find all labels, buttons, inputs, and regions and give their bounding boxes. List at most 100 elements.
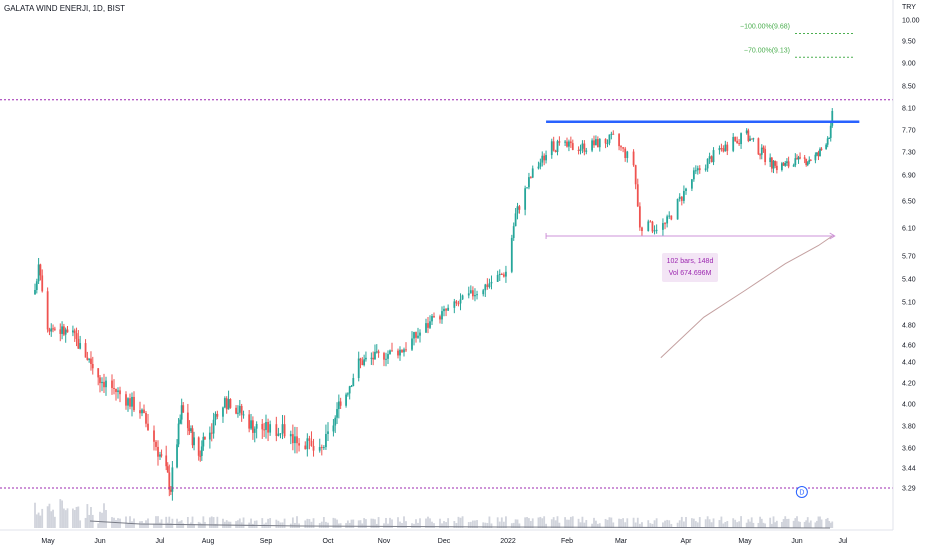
candle-body <box>193 437 195 446</box>
volume-bar <box>676 522 679 528</box>
candle-body <box>441 311 443 320</box>
volume-bar <box>622 518 624 528</box>
candle-body <box>348 386 351 394</box>
fib-level-label: −100.00%(9.68) <box>740 23 790 30</box>
candle-body <box>431 316 433 322</box>
candle-body <box>759 154 761 156</box>
candle-body <box>618 134 620 147</box>
volume-bar <box>318 522 321 528</box>
volume-bar <box>678 520 681 528</box>
candle-body <box>306 438 309 450</box>
candle-body <box>704 168 707 171</box>
candle-body <box>177 423 180 445</box>
volume-bar <box>606 519 609 528</box>
volume-bar <box>760 518 763 528</box>
volume-bar <box>653 520 656 528</box>
candle-body <box>304 445 307 450</box>
candle-body <box>638 206 641 228</box>
volume-bar <box>486 522 489 528</box>
volume-bar <box>41 508 44 528</box>
candle-body <box>726 144 729 151</box>
volume-bar <box>53 516 56 528</box>
candle-body <box>389 350 391 355</box>
volume-bar <box>363 518 366 528</box>
candle-body <box>608 134 611 144</box>
volume-bar <box>732 518 735 528</box>
candle-body <box>263 429 266 431</box>
candle-body <box>117 390 119 392</box>
volume-bar <box>632 517 635 528</box>
volume-bar <box>336 519 338 528</box>
volume-bar <box>816 520 818 528</box>
price-axis[interactable]: 10.00 9.50 9.00 8.50 8.10 7.70 7.30 6.90 6.50 6.1… <box>902 18 920 493</box>
volume-bar <box>764 523 767 528</box>
candle-body <box>796 158 798 160</box>
candle-body <box>222 407 224 417</box>
price-tick-label: 7.30 <box>902 150 916 157</box>
candle-body <box>61 326 63 334</box>
candle-body <box>825 144 828 150</box>
measure-label-box <box>662 253 718 282</box>
candle-body <box>294 436 296 444</box>
volume-bar <box>101 512 103 528</box>
volume-bar <box>39 515 42 528</box>
volume-bar <box>831 521 834 528</box>
candle-body <box>334 417 337 426</box>
candle-body <box>101 381 103 384</box>
time-tick-label: Nov <box>378 538 391 545</box>
candle-body <box>91 363 94 369</box>
volume-bar <box>291 517 294 528</box>
volume-bar <box>261 518 264 528</box>
candle-body <box>99 377 101 384</box>
volume-bar <box>786 519 788 528</box>
volume-bar <box>512 522 515 528</box>
volume-bar <box>139 521 141 528</box>
candle-body <box>626 151 629 159</box>
volume-bar <box>554 520 557 528</box>
volume-bar <box>237 520 239 528</box>
candle-body <box>476 294 478 296</box>
candle-body <box>490 281 493 284</box>
candle-body <box>732 136 735 151</box>
price-tick-label: 5.10 <box>902 300 916 307</box>
price-tick-label: 5.40 <box>902 277 916 284</box>
volume-bar <box>736 522 739 528</box>
candle-body <box>310 440 313 446</box>
candle-body <box>579 148 582 151</box>
volume-bar <box>787 518 790 528</box>
candle-body <box>433 316 435 318</box>
volume-bar <box>127 523 129 528</box>
candle-body <box>772 160 775 169</box>
volume-bar <box>469 521 472 528</box>
volume-bar <box>749 521 751 528</box>
candle-body <box>240 405 243 415</box>
candle-body <box>622 147 624 149</box>
volume-bar <box>706 516 709 528</box>
candle-body <box>210 432 213 434</box>
volume-bar <box>528 518 530 528</box>
candle-body <box>312 445 315 451</box>
candle-body <box>129 398 131 407</box>
candle-body <box>339 401 342 406</box>
time-tick-label: Jul <box>156 538 165 545</box>
candle-body <box>750 138 753 140</box>
volume-bar <box>191 516 194 528</box>
volume-bar <box>283 518 286 528</box>
candle-body <box>363 359 366 366</box>
time-axis[interactable]: May Jun Jul Aug Sep Oct Nov Dec 2022 Feb Mar Apr May… <box>41 538 848 545</box>
candle-body <box>405 349 407 351</box>
volume-bar <box>447 518 450 528</box>
candle-body <box>829 125 832 138</box>
time-tick-label: May <box>738 538 752 545</box>
volume-bar <box>762 522 765 528</box>
volume-bar <box>618 518 620 528</box>
candle-body <box>127 398 129 406</box>
volume-bar <box>556 516 559 528</box>
volume-bar <box>482 522 485 528</box>
candle-body <box>238 405 241 413</box>
volume-bar <box>500 517 503 528</box>
volume-bar <box>752 522 755 528</box>
volume-bar <box>306 518 309 528</box>
candle-body <box>653 230 656 232</box>
